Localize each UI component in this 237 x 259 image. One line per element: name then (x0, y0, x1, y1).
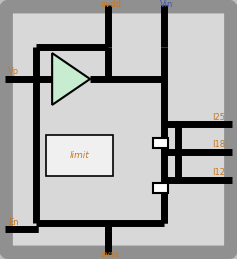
Text: En: En (8, 218, 19, 227)
FancyBboxPatch shape (153, 138, 168, 148)
Text: limit: limit (69, 151, 89, 160)
Text: avss: avss (101, 250, 120, 259)
FancyBboxPatch shape (153, 183, 168, 193)
FancyBboxPatch shape (46, 135, 113, 176)
Text: I12: I12 (212, 168, 225, 177)
FancyBboxPatch shape (6, 6, 231, 253)
Text: I18: I18 (212, 140, 225, 149)
Text: avdd: avdd (101, 0, 122, 9)
Text: Vp: Vp (8, 67, 19, 76)
Text: I25: I25 (212, 113, 225, 122)
Polygon shape (52, 53, 90, 105)
Text: Vin: Vin (160, 0, 173, 9)
